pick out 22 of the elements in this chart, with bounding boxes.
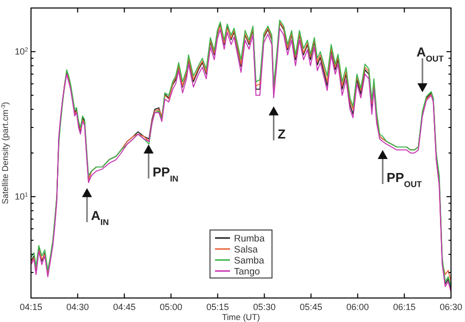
- x-tick-label: 05:30: [253, 302, 276, 312]
- legend-label: Samba: [234, 256, 265, 266]
- y-tick-label: 10$^{1}$: [14, 192, 28, 202]
- legend-label: Rumba: [234, 234, 266, 244]
- annotation: PP$_{OUT}$: [386, 170, 423, 189]
- x-tick-label: 04:30: [66, 302, 89, 312]
- x-tick-label: 04:15: [20, 302, 42, 312]
- legend-label: Salsa: [234, 244, 258, 256]
- annotation: PP$_{IN}$: [152, 164, 178, 184]
- x-tick-label: 05:00: [160, 302, 182, 312]
- annotation: A$_{IN}$: [91, 208, 109, 228]
- x-tick-label: 06:30: [440, 302, 462, 312]
- y-tick-label: 10$^{2}$: [14, 46, 28, 57]
- x-tick-label: 06:00: [346, 302, 369, 312]
- annotation: A$_{OUT}$: [416, 44, 444, 64]
- x-axis-title: Time (UT): [222, 312, 260, 322]
- x-tick-label: 04:45: [113, 302, 136, 312]
- legend-label: Tango: [234, 266, 260, 278]
- x-tick-label: 05:15: [206, 302, 229, 312]
- annotation: Z: [278, 126, 286, 142]
- x-tick-label: 06:15: [393, 302, 416, 312]
- x-tick-label: 05:45: [300, 302, 322, 312]
